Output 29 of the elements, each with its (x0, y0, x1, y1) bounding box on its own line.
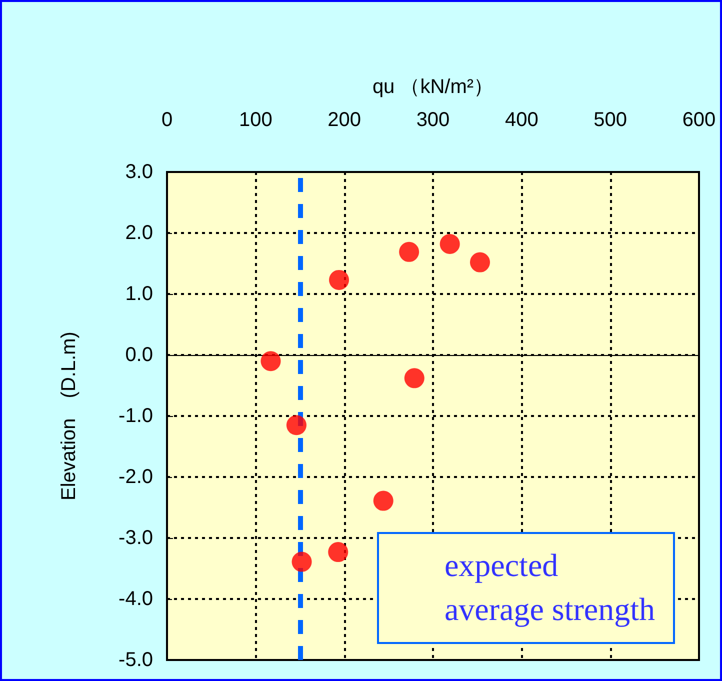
y-tick-label: 3.0 (125, 161, 153, 183)
point (329, 270, 350, 290)
y-tick-label: -1.0 (118, 405, 153, 427)
point (399, 242, 420, 262)
y-tick-label: -3.0 (118, 527, 153, 549)
x-tick-label: 400 (504, 109, 538, 131)
y-tick-label: 2.0 (125, 222, 153, 244)
point (292, 552, 312, 572)
point (373, 490, 394, 511)
point (404, 368, 424, 388)
point (440, 234, 460, 254)
point (286, 415, 306, 436)
y-tick-label: 0.0 (125, 344, 153, 366)
y-tick-label: 1.0 (125, 283, 153, 305)
x-tick-label: 500 (594, 109, 628, 131)
x-tick-label: 0 (161, 109, 173, 131)
x-tick-label: 300 (416, 109, 450, 131)
x-tick-label: 600 (682, 109, 716, 131)
y-axis-title: Elevation (D.L.m) (58, 332, 80, 500)
annotation: expected average strength (444, 547, 655, 627)
x-axis-title: qu （kN/m²） (372, 76, 494, 98)
y-tick-label: -5.0 (118, 649, 153, 671)
x-tick-label: 100 (238, 109, 272, 131)
y-tick-label: -2.0 (118, 466, 153, 488)
x-tick-label: 200 (328, 109, 362, 131)
y-tick-label: -4.0 (118, 588, 153, 610)
point (470, 252, 490, 272)
point (328, 542, 348, 562)
point (260, 351, 281, 372)
